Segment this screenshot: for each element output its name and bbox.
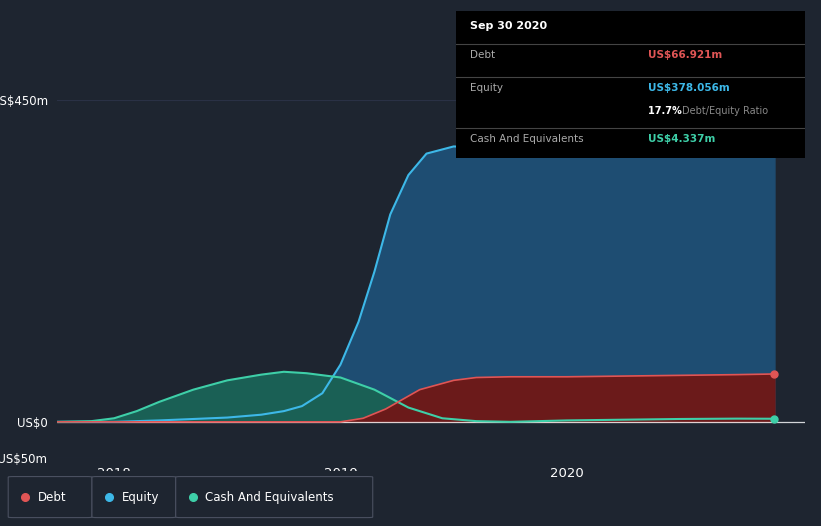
Text: 17.7%: 17.7% bbox=[648, 106, 688, 116]
Text: Debt/Equity Ratio: Debt/Equity Ratio bbox=[682, 106, 768, 116]
Text: Debt: Debt bbox=[38, 491, 67, 503]
Text: Equity: Equity bbox=[470, 83, 502, 93]
Text: Sep 30 2020: Sep 30 2020 bbox=[470, 21, 547, 31]
Text: Cash And Equivalents: Cash And Equivalents bbox=[470, 134, 583, 144]
Text: Debt: Debt bbox=[470, 50, 495, 60]
Text: Equity: Equity bbox=[122, 491, 159, 503]
Text: US$378.056m: US$378.056m bbox=[648, 83, 729, 93]
Text: Cash And Equivalents: Cash And Equivalents bbox=[205, 491, 334, 503]
FancyBboxPatch shape bbox=[8, 477, 92, 518]
FancyBboxPatch shape bbox=[92, 477, 176, 518]
FancyBboxPatch shape bbox=[176, 477, 373, 518]
Text: US$4.337m: US$4.337m bbox=[648, 134, 715, 144]
Text: US$66.921m: US$66.921m bbox=[648, 50, 722, 60]
